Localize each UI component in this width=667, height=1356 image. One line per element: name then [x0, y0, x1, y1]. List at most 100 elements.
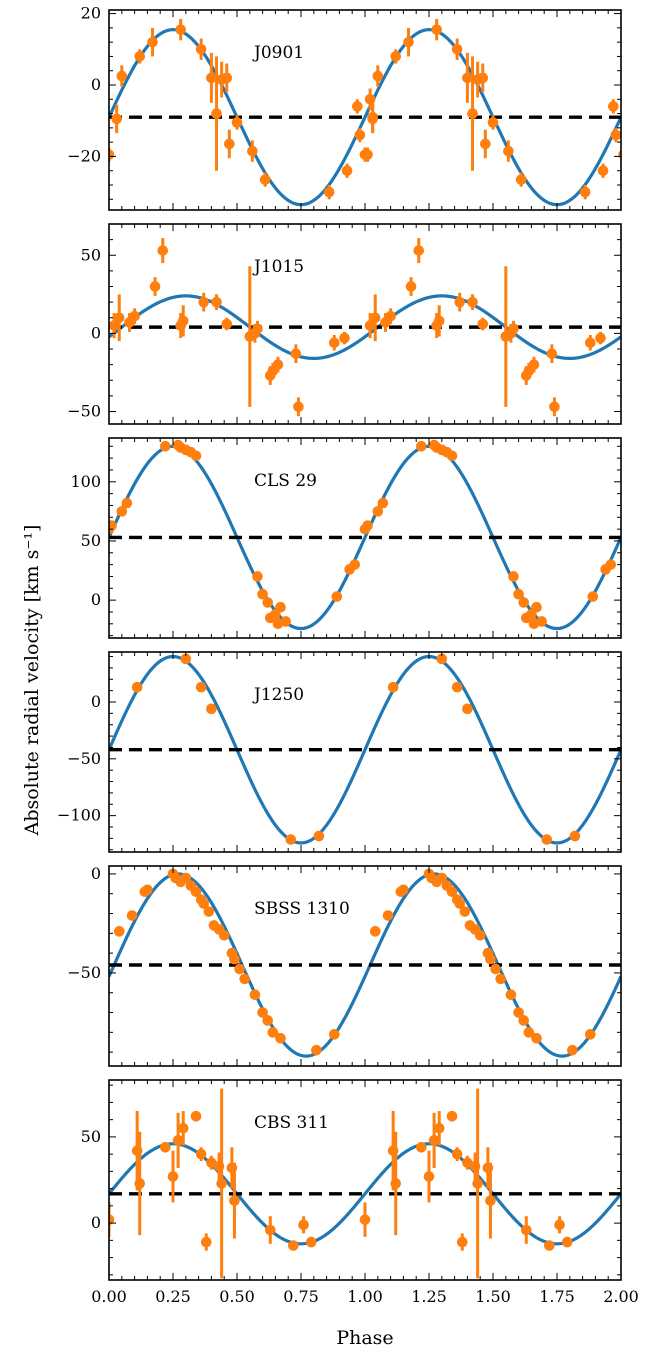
panels: −20 0 20 J0901 −50 0 50 J1015 0 50 100 CLS 29 −100 −5… — [57, 4, 639, 1306]
data-point — [605, 559, 617, 570]
data-point — [454, 898, 466, 909]
data-point — [221, 318, 233, 330]
data-point — [405, 281, 417, 292]
data-point — [423, 1171, 435, 1182]
y-tick-label: 0 — [91, 1213, 101, 1232]
panel-frame — [108, 865, 622, 1067]
data-point — [513, 1007, 524, 1018]
data-point — [172, 1135, 184, 1146]
data-point — [595, 332, 606, 344]
data-point — [398, 884, 409, 896]
data-point — [134, 1178, 146, 1189]
plot-area — [109, 238, 621, 417]
y-tick-label: 50 — [81, 531, 101, 550]
data-point — [390, 51, 402, 62]
data-point — [109, 320, 120, 331]
y-tick-label: 50 — [81, 1127, 101, 1146]
data-point — [134, 51, 146, 62]
plot-area — [109, 868, 621, 1058]
data-point — [267, 1027, 279, 1038]
data-point — [433, 315, 445, 327]
x-tick-label: 1.50 — [475, 1287, 511, 1306]
data-point — [515, 174, 527, 185]
data-point — [364, 93, 376, 105]
data-point — [206, 703, 217, 715]
data-point — [531, 1032, 542, 1044]
data-point — [257, 588, 268, 600]
data-point — [462, 72, 473, 84]
data-point — [280, 616, 291, 627]
y-tick-label: 50 — [81, 245, 101, 264]
data-point — [359, 1214, 371, 1225]
data-point — [382, 910, 394, 921]
y-tick-label: 0 — [91, 864, 101, 883]
y-tick-label: 0 — [91, 75, 101, 94]
data-point — [451, 1148, 463, 1160]
data-point — [190, 450, 202, 462]
data-point — [523, 1027, 535, 1038]
data-point — [252, 323, 263, 334]
data-point — [247, 145, 258, 157]
data-point — [190, 886, 202, 898]
data-point — [160, 440, 171, 452]
data-point — [323, 186, 335, 198]
data-point — [121, 497, 133, 509]
data-point — [216, 1178, 227, 1189]
data-point — [262, 597, 274, 608]
data-point — [608, 101, 619, 112]
data-point — [490, 963, 501, 975]
model-curve — [109, 444, 621, 631]
data-point — [508, 323, 519, 334]
data-point — [454, 296, 466, 308]
data-point — [459, 906, 471, 917]
data-point — [239, 973, 250, 985]
x-tick-label: 0.25 — [155, 1287, 191, 1306]
panel-label: J1015 — [252, 257, 304, 277]
data-point — [485, 1195, 496, 1206]
panel-label: CLS 29 — [254, 471, 317, 491]
data-point — [116, 506, 128, 517]
data-point — [369, 312, 381, 324]
data-point — [587, 591, 599, 602]
data-point — [451, 681, 463, 693]
data-point — [536, 616, 547, 627]
data-point — [462, 703, 473, 715]
data-point — [554, 1219, 565, 1231]
data-point — [305, 1236, 317, 1248]
data-point — [229, 953, 240, 965]
data-point — [584, 337, 596, 349]
y-tick-label: 0 — [91, 590, 101, 609]
data-point — [231, 117, 243, 128]
data-point — [528, 359, 540, 370]
data-point — [113, 312, 125, 324]
data-point — [561, 1236, 573, 1248]
data-point — [177, 315, 189, 327]
data-point — [180, 872, 192, 884]
data-point — [467, 296, 478, 308]
data-point — [610, 129, 621, 141]
model-curve — [109, 294, 621, 360]
panel-frame — [108, 9, 622, 211]
data-point — [485, 953, 496, 965]
plot-area — [109, 18, 621, 207]
data-point — [257, 1007, 268, 1018]
data-point — [206, 72, 217, 84]
model-curve — [109, 654, 621, 845]
data-point — [597, 165, 609, 177]
y-tick-label: 0 — [91, 692, 101, 711]
data-point — [431, 24, 442, 35]
data-point — [433, 1122, 445, 1134]
data-point — [249, 989, 261, 1001]
data-point — [259, 174, 271, 185]
data-point — [467, 108, 478, 119]
data-point — [480, 138, 491, 150]
data-point — [200, 1236, 212, 1248]
data-point — [211, 108, 222, 119]
data-point — [520, 1224, 532, 1236]
data-point — [290, 348, 302, 359]
data-point — [390, 1178, 402, 1189]
data-point — [116, 70, 128, 82]
data-point — [352, 101, 363, 112]
data-point — [331, 591, 343, 602]
